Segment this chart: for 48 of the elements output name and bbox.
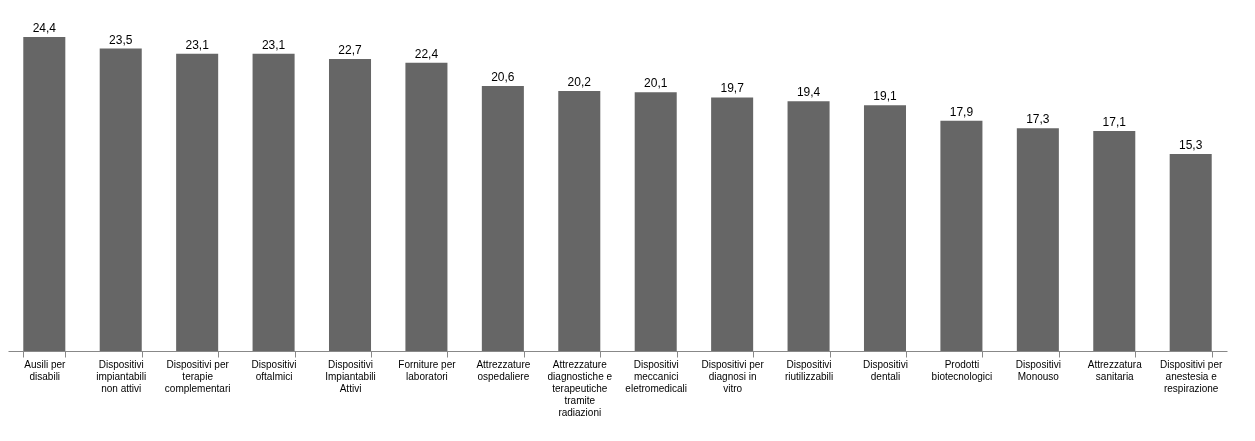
bar	[405, 62, 448, 351]
bar	[863, 105, 907, 351]
data-label: 17,1	[1102, 114, 1127, 129]
x-tick-label: Dispositivi per anestesia e respirazione	[1160, 358, 1223, 394]
data-label: 22,7	[338, 42, 363, 57]
data-label: 20,1	[644, 76, 668, 91]
x-tick-label: Attrezzatura sanitaria	[1087, 358, 1143, 382]
data-label: 19,4	[796, 85, 821, 100]
x-tick-label: Prodotti biotecnologici	[931, 358, 993, 382]
bar	[99, 48, 142, 351]
bar	[1169, 154, 1212, 351]
bar	[558, 91, 601, 351]
data-label: 23,5	[109, 32, 133, 47]
x-tick-label: Dispositivi per diagnosi in vitro	[701, 358, 765, 394]
data-label: 19,1	[873, 89, 897, 104]
data-label: 22,4	[414, 46, 439, 61]
bar	[481, 85, 524, 351]
data-label: 17,9	[949, 104, 974, 119]
bar	[328, 58, 372, 351]
data-label: 24,4	[32, 21, 57, 35]
bar	[711, 97, 754, 351]
bar	[252, 53, 295, 351]
bar	[176, 53, 219, 351]
bar	[634, 92, 677, 351]
x-tick-label: Forniture per laboratori	[398, 358, 457, 382]
bar	[23, 37, 66, 351]
data-label: 20,6	[491, 69, 515, 84]
data-label: 17,3	[1026, 112, 1050, 127]
x-tick-label: Dispositivi impiantabili non attivi	[96, 358, 147, 394]
bar	[1016, 128, 1059, 351]
x-tick-label: Attrezzature diagnostiche e terapeutiche tramite radiazioni	[547, 358, 613, 418]
bar	[940, 120, 983, 351]
x-tick-label: Attrezzature ospedaliere	[476, 358, 531, 382]
data-label: 23,1	[185, 37, 210, 52]
x-tick-label: Dispositivi oftalmici	[251, 358, 297, 382]
x-tick-label: Dispositivi Monouso	[1015, 358, 1061, 382]
x-tick-label: Dispositivi per terapie complementari	[164, 358, 231, 394]
x-tick-label: Dispositivi meccanici eletromedicali	[625, 358, 688, 394]
data-label: 19,7	[720, 81, 745, 96]
x-tick-label: Dispositivi riutilizzabili	[784, 358, 834, 382]
bar	[1093, 130, 1136, 351]
x-tick-label: Dispositivi Impiantabili Attivi	[325, 358, 376, 394]
x-tick-label: Dispositivi dentali	[862, 358, 908, 382]
data-label: 20,2	[567, 75, 592, 90]
bar	[787, 101, 830, 351]
data-label: 15,3	[1179, 138, 1203, 153]
data-label: 23,1	[261, 37, 286, 52]
x-tick-label: Ausili per disabili	[24, 358, 67, 382]
